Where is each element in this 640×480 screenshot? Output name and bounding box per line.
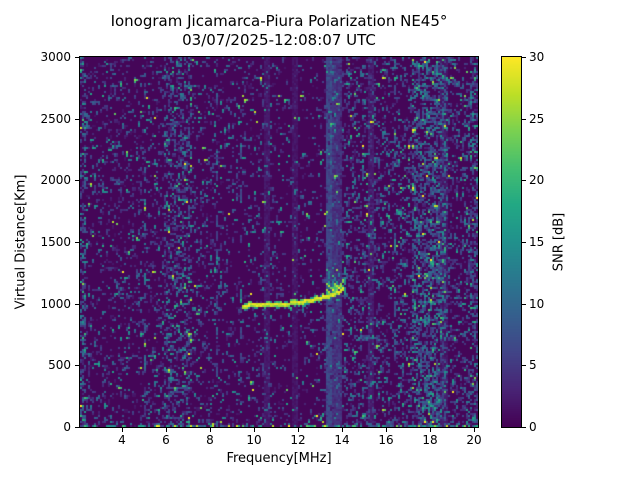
x-tick-label: 16 (378, 433, 394, 447)
x-tick-mark (342, 428, 343, 432)
x-tick-label: 12 (290, 433, 306, 447)
y-tick-mark (75, 180, 79, 181)
y-tick-label: 500 (48, 358, 71, 372)
colorbar-tick-mark (522, 304, 526, 305)
y-tick-label: 2000 (40, 173, 71, 187)
colorbar-tick-mark (522, 242, 526, 243)
y-tick-label: 2500 (40, 112, 71, 126)
chart-subtitle: 03/07/2025-12:08:07 UTC (182, 31, 376, 49)
colorbar-label: SNR [dB] (551, 212, 567, 272)
colorbar-tick-mark (522, 180, 526, 181)
y-tick-mark (75, 365, 79, 366)
colorbar-tick-mark (522, 427, 526, 428)
colorbar-tick-mark (522, 57, 526, 58)
colorbar-tick-mark (522, 119, 526, 120)
colorbar-gradient-canvas (502, 57, 521, 427)
colorbar-tick-label: 25 (529, 112, 545, 126)
y-tick-label: 3000 (40, 50, 71, 64)
x-tick-mark (430, 428, 431, 432)
x-tick-label: 6 (162, 433, 170, 447)
y-tick-mark (75, 242, 79, 243)
x-tick-mark (254, 428, 255, 432)
x-tick-label: 4 (118, 433, 126, 447)
colorbar-tick-label: 15 (529, 235, 545, 249)
colorbar-tick-label: 20 (529, 173, 545, 187)
y-tick-label: 1000 (40, 297, 71, 311)
x-tick-mark (210, 428, 211, 432)
plot-area (79, 56, 479, 428)
ionogram-heatmap-canvas (80, 57, 478, 427)
y-tick-label: 1500 (40, 235, 71, 249)
x-tick-label: 20 (466, 433, 482, 447)
x-tick-mark (474, 428, 475, 432)
x-tick-label: 10 (246, 433, 262, 447)
x-tick-mark (298, 428, 299, 432)
x-tick-label: 18 (422, 433, 438, 447)
x-tick-mark (166, 428, 167, 432)
chart-title: Ionogram Jicamarca-Piura Polarization NE… (110, 12, 448, 30)
y-tick-mark (75, 304, 79, 305)
y-tick-label: 0 (63, 420, 71, 434)
x-tick-mark (386, 428, 387, 432)
colorbar-tick-mark (522, 365, 526, 366)
colorbar-tick-label: 30 (529, 50, 545, 64)
colorbar-tick-label: 0 (529, 420, 537, 434)
y-tick-mark (75, 427, 79, 428)
x-tick-mark (122, 428, 123, 432)
colorbar (501, 56, 522, 428)
y-axis-label: Virtual Distance[Km] (13, 174, 29, 310)
y-tick-mark (75, 57, 79, 58)
colorbar-tick-label: 5 (529, 358, 537, 372)
x-tick-label: 8 (206, 433, 214, 447)
x-tick-label: 14 (334, 433, 350, 447)
y-tick-mark (75, 119, 79, 120)
colorbar-tick-label: 10 (529, 297, 545, 311)
x-axis-label: Frequency[MHz] (226, 451, 332, 466)
